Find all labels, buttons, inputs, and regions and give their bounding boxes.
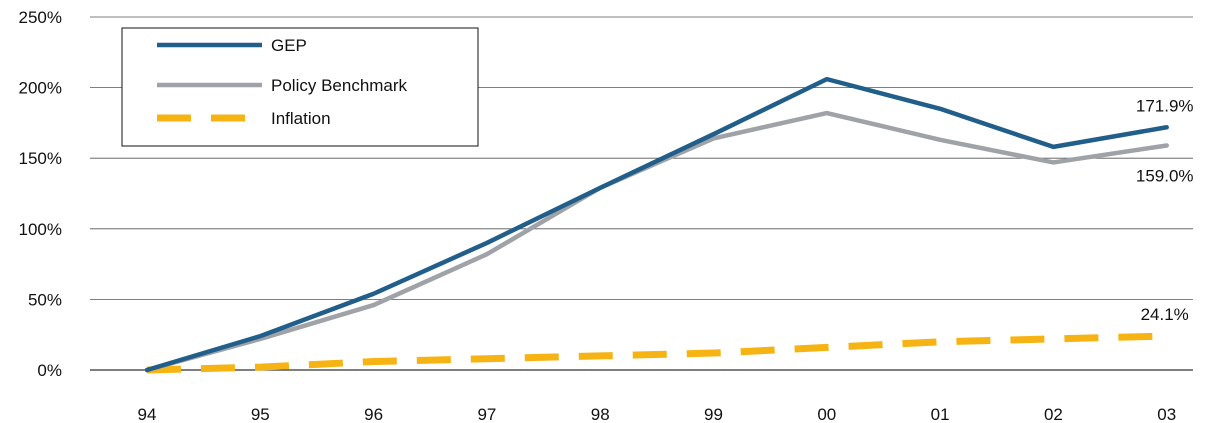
y-tick-label: 100% bbox=[19, 220, 62, 239]
series-line-gep bbox=[144, 76, 1169, 373]
series-line-policy-benchmark bbox=[144, 110, 1169, 373]
legend-label: Inflation bbox=[271, 109, 331, 128]
data-label: 159.0% bbox=[1136, 166, 1194, 185]
y-tick-label: 50% bbox=[28, 290, 62, 309]
x-tick-label: 99 bbox=[704, 405, 723, 423]
data-labels: 171.9% 159.0% 24.1% bbox=[1136, 96, 1194, 324]
y-tick-label: 0% bbox=[37, 361, 62, 380]
series-line-inflation bbox=[146, 332, 1167, 374]
legend: GEP Policy Benchmark Inflation bbox=[121, 27, 479, 147]
y-tick-label: 150% bbox=[19, 149, 62, 168]
x-tick-label: 00 bbox=[817, 405, 836, 423]
legend-label: GEP bbox=[271, 36, 307, 55]
data-label: 24.1% bbox=[1141, 305, 1189, 324]
x-tick-label: 96 bbox=[364, 405, 383, 423]
x-tick-label: 01 bbox=[931, 405, 950, 423]
x-tick-label: 98 bbox=[591, 405, 610, 423]
y-tick-label: 250% bbox=[19, 8, 62, 27]
data-label: 171.9% bbox=[1136, 96, 1194, 115]
y-tick-labels: 0% 50% 100% 150% 200% 250% bbox=[19, 8, 62, 380]
series-layer bbox=[144, 76, 1169, 374]
x-tick-label: 94 bbox=[138, 405, 157, 423]
x-tick-labels: 94 95 96 97 98 99 00 01 02 03 bbox=[138, 405, 1177, 423]
x-tick-label: 02 bbox=[1044, 405, 1063, 423]
x-tick-label: 97 bbox=[477, 405, 496, 423]
y-tick-label: 200% bbox=[19, 79, 62, 98]
legend-label: Policy Benchmark bbox=[271, 76, 408, 95]
x-tick-label: 03 bbox=[1157, 405, 1176, 423]
x-tick-label: 95 bbox=[251, 405, 270, 423]
